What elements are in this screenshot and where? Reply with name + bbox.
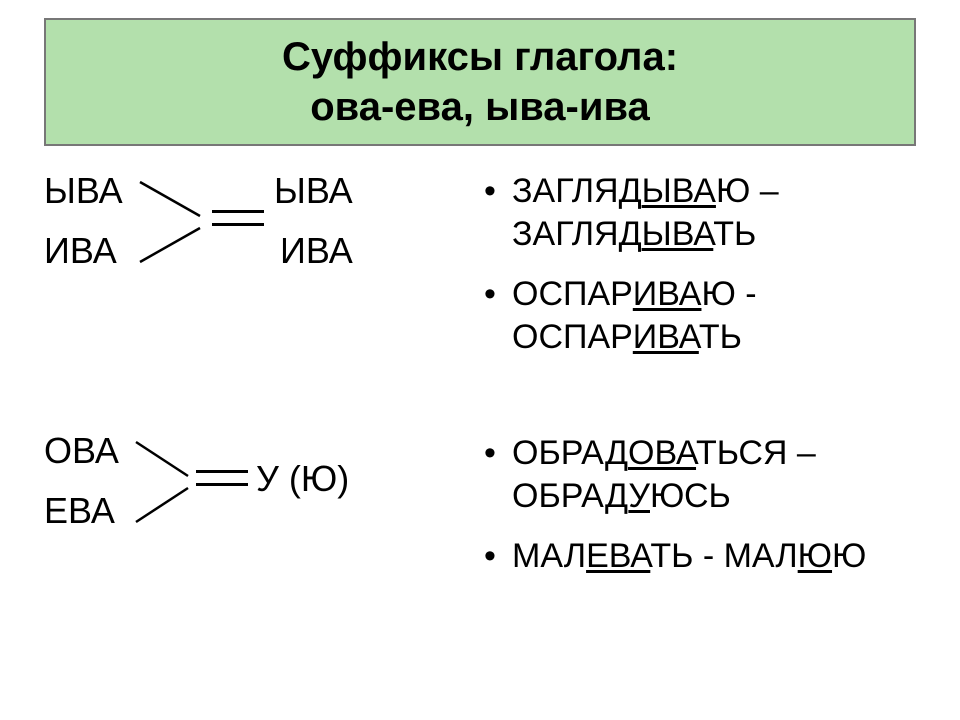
suffix-g2-left-top: ОВА xyxy=(44,430,119,472)
arrow-down-icon xyxy=(138,180,208,220)
suffix-g1-right-top: ЫВА xyxy=(274,170,353,212)
example-4: МАЛЕВАТЬ - МАЛЮЮ xyxy=(512,537,866,575)
suffix-g2-right: У (Ю) xyxy=(256,458,349,500)
example-list: ЗАГЛЯДЫВАЮ – ЗАГЛЯДЫВАТЬ ОСПАРИВАЮ - ОСП… xyxy=(484,170,916,578)
list-item: МАЛЕВАТЬ - МАЛЮЮ xyxy=(484,535,916,578)
suffix-g1-left-bottom: ИВА xyxy=(44,230,117,272)
title-box: Суффиксы глагола: ова-ева, ыва-ива xyxy=(44,18,916,146)
arrow-down-icon xyxy=(134,440,194,480)
suffix-group-1: ЫВА ИВА ЫВА ИВА xyxy=(44,170,474,370)
title-line-2: ова-ева, ыва-ива xyxy=(46,82,914,132)
suffix-g1-left-top: ЫВА xyxy=(44,170,123,212)
example-1: ЗАГЛЯДЫВАЮ – ЗАГЛЯДЫВАТЬ xyxy=(512,172,779,253)
list-item: ОБРАДОВАТЬСЯ – ОБРАДУЮСЬ xyxy=(484,432,916,517)
content-area: ЫВА ИВА ЫВА ИВА ОВА ЕВА У (Ю) xyxy=(44,170,916,690)
list-item: ОСПАРИВАЮ - ОСПАРИВАТЬ xyxy=(484,273,916,358)
title-line-1: Суффиксы глагола: xyxy=(46,32,914,82)
suffix-group-2: ОВА ЕВА У (Ю) xyxy=(44,430,474,630)
list-spacer xyxy=(484,376,916,432)
list-item: ЗАГЛЯДЫВАЮ – ЗАГЛЯДЫВАТЬ xyxy=(484,170,916,255)
right-column: ЗАГЛЯДЫВАЮ – ЗАГЛЯДЫВАТЬ ОСПАРИВАЮ - ОСП… xyxy=(484,170,916,690)
arrow-up-icon xyxy=(138,224,208,266)
example-3: ОБРАДОВАТЬСЯ – ОБРАДУЮСЬ xyxy=(512,434,816,515)
left-column: ЫВА ИВА ЫВА ИВА ОВА ЕВА У (Ю) xyxy=(44,170,474,690)
suffix-g1-right-bottom: ИВА xyxy=(280,230,353,272)
equal-icon xyxy=(212,210,264,236)
arrow-up-icon xyxy=(134,484,194,526)
example-2: ОСПАРИВАЮ - ОСПАРИВАТЬ xyxy=(512,275,757,356)
suffix-g2-left-bottom: ЕВА xyxy=(44,490,115,532)
equal-icon xyxy=(196,470,248,496)
slide: Суффиксы глагола: ова-ева, ыва-ива ЫВА И… xyxy=(0,0,960,720)
